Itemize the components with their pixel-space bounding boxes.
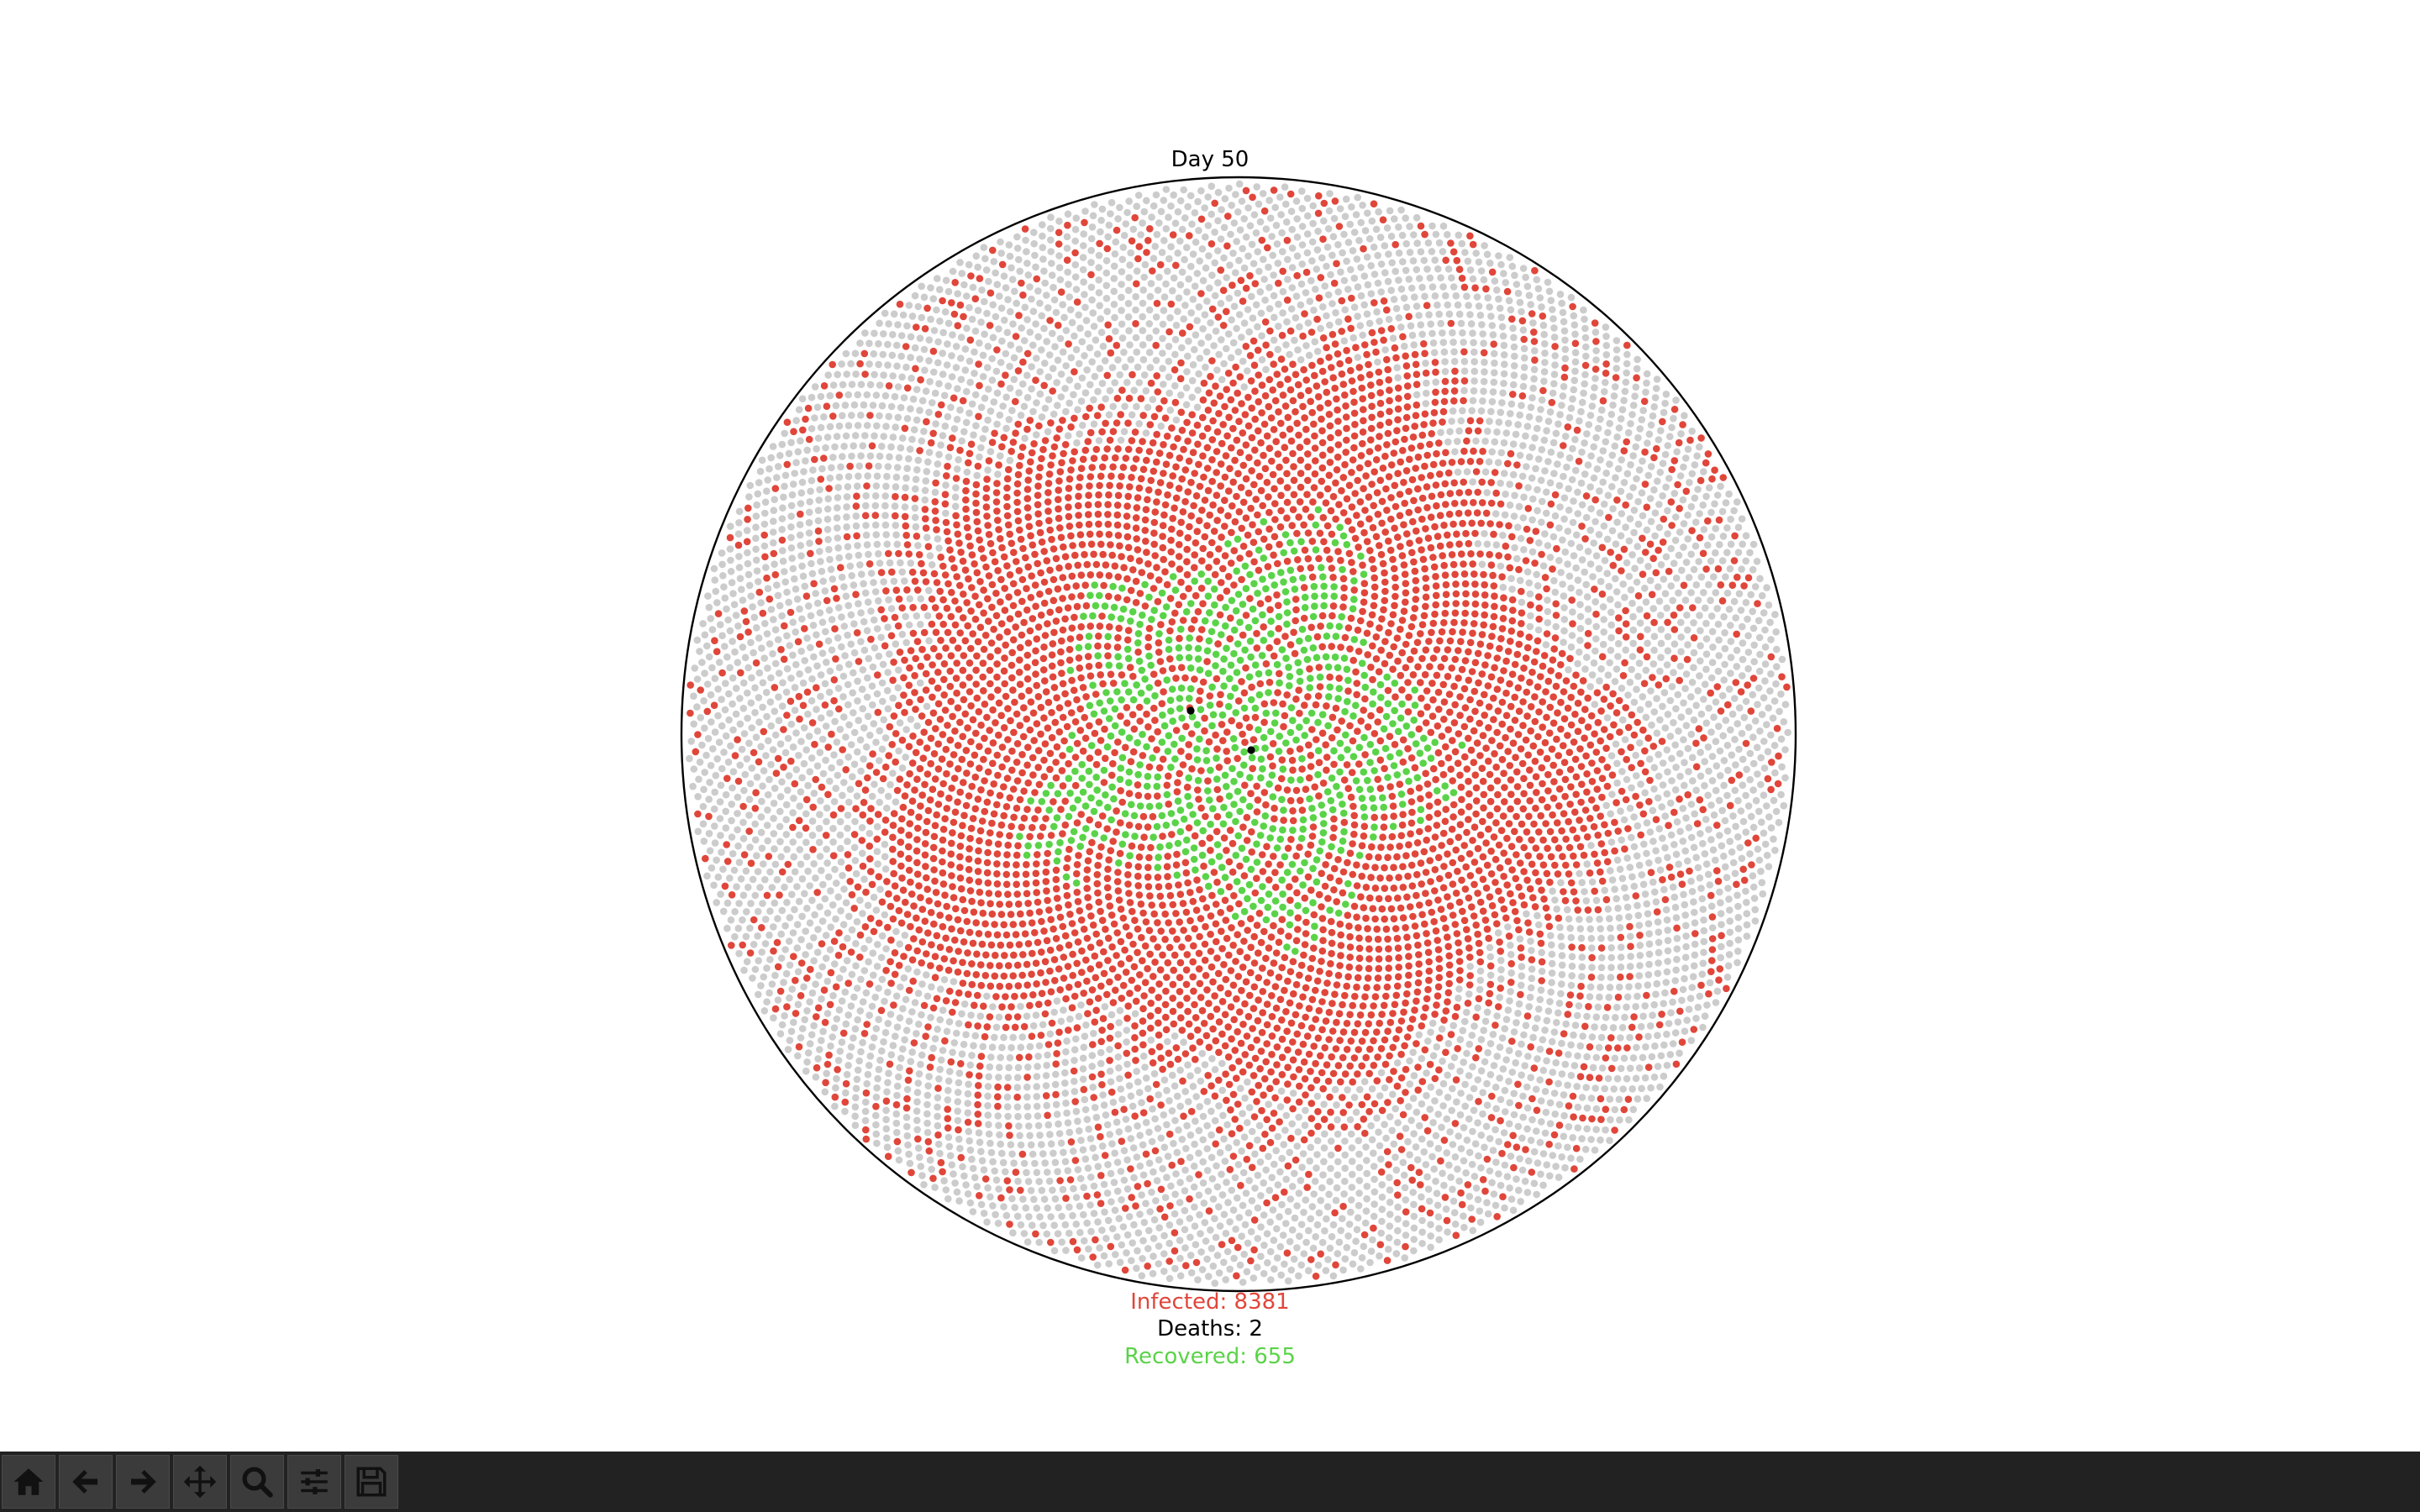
home-icon [13,1468,44,1495]
figure-canvas[interactable]: Day 50 Infected: 8381 Deaths: 2 Recovere… [0,0,2420,1452]
population-dots [686,180,1791,1287]
dead-person-dot [1247,746,1255,754]
back-button[interactable] [59,1455,113,1509]
population-boundary [680,176,1797,1293]
deaths-count: Deaths: 2 [1157,1316,1263,1341]
pan-button[interactable] [173,1455,227,1509]
home-button[interactable] [2,1455,55,1509]
floppy-disk-icon [356,1467,387,1497]
forward-button[interactable] [116,1455,170,1509]
dead-person-dot [1186,706,1195,715]
magnifier-icon [242,1467,273,1498]
configure-subplots-button[interactable] [287,1455,341,1509]
infected-count: Infected: 8381 [1130,1289,1290,1315]
arrow-right-icon [131,1470,156,1494]
zoom-button[interactable] [230,1455,284,1509]
arrow-left-icon [72,1470,97,1494]
sliders-icon [301,1469,328,1494]
population-plot [680,176,1797,1293]
navigation-toolbar [0,1452,2420,1512]
day-title: Day 50 [1171,147,1249,172]
move-icon [183,1465,217,1499]
save-button[interactable] [345,1455,398,1509]
recovered-count: Recovered: 655 [1124,1344,1296,1369]
